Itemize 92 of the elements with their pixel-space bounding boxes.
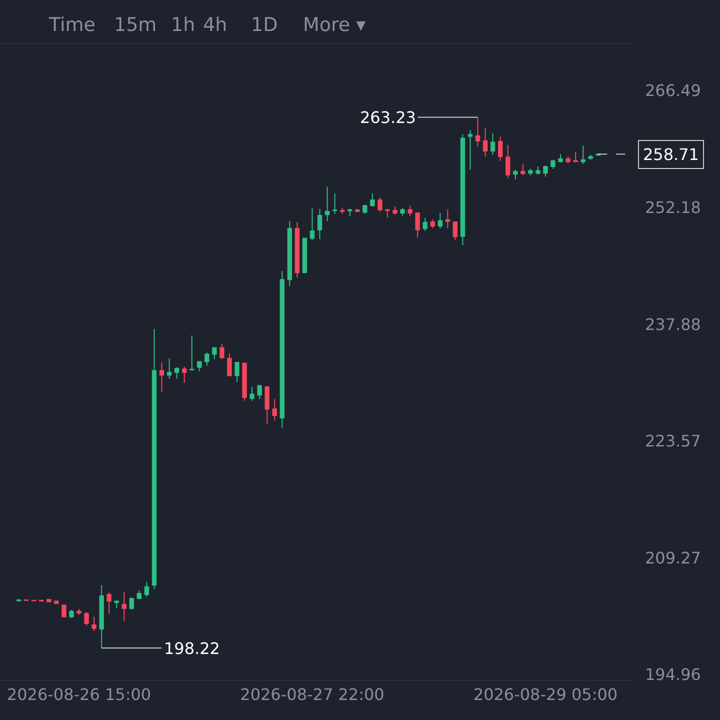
candlestick <box>114 600 119 609</box>
candlestick <box>136 590 142 600</box>
candlestick <box>242 362 247 402</box>
candlestick <box>257 384 262 400</box>
candlestick <box>220 344 224 360</box>
candlestick <box>580 145 586 165</box>
candlestick <box>317 208 322 240</box>
candlestick <box>468 129 473 170</box>
y-tick-label: 252.18 <box>645 198 701 218</box>
candlestick <box>294 221 300 278</box>
candlestick <box>438 212 442 230</box>
candlestick <box>166 358 172 380</box>
candlestick <box>46 598 52 603</box>
annotation: 263.23 <box>360 108 416 127</box>
candlestick <box>460 134 466 246</box>
candlestick <box>272 398 277 421</box>
candlestick <box>588 154 593 160</box>
candlestick <box>92 616 96 632</box>
candlestick <box>250 386 254 402</box>
candlestick <box>234 362 240 382</box>
candlestick <box>362 204 368 214</box>
y-tick-label: 209.27 <box>645 548 701 568</box>
x-tick-label: 2026-08-27 22:00 <box>240 685 384 704</box>
candlestick <box>84 612 89 626</box>
candlestick <box>302 238 308 274</box>
candlestick <box>99 584 104 648</box>
candlestick <box>197 361 202 372</box>
ref-line-label: 258.71 <box>643 145 699 164</box>
candlestick <box>129 597 134 610</box>
text: More ▾ <box>303 14 366 36</box>
candlestick <box>324 186 330 222</box>
candlestick <box>536 166 540 176</box>
candlestick <box>144 582 150 598</box>
candlestick <box>482 127 488 158</box>
candlestick <box>400 208 405 216</box>
candlestick <box>332 192 338 214</box>
candlestick <box>287 220 292 287</box>
candlestick <box>528 168 533 176</box>
candlestick <box>69 609 74 618</box>
candlestick <box>76 608 82 616</box>
y-tick-label: 223.57 <box>645 432 701 451</box>
candlestick <box>182 366 187 384</box>
candlestick <box>452 221 458 240</box>
candlestick <box>445 209 450 229</box>
candlestick <box>174 366 180 380</box>
candlestick <box>122 591 126 622</box>
candlestick <box>392 206 398 216</box>
candlestick <box>62 604 66 618</box>
candlestick <box>498 136 503 162</box>
candlestick <box>190 334 194 372</box>
x-tick-label: 2026-08-29 05:00 <box>473 685 618 704</box>
candlestick <box>408 205 412 217</box>
candlestick <box>152 328 157 590</box>
candlestick <box>227 352 232 376</box>
candlestick <box>520 164 526 176</box>
y-tick-label: 194.96 <box>645 665 701 684</box>
candlestick <box>54 600 59 604</box>
text: 4h <box>203 14 228 36</box>
text: 1h <box>171 14 196 36</box>
annotation: 198.22 <box>164 639 220 658</box>
text: Time <box>48 14 96 36</box>
candlestick <box>355 208 360 213</box>
candlestick <box>280 270 284 428</box>
candlestick <box>430 219 435 229</box>
candlestick <box>415 212 420 238</box>
candlestick <box>370 192 375 207</box>
candlestick <box>475 116 480 148</box>
candlestick <box>550 159 556 170</box>
candlestick <box>16 598 22 602</box>
candlestick <box>566 156 570 164</box>
y-tick-label: 237.88 <box>645 314 701 334</box>
candlestick <box>264 386 270 424</box>
candlestick <box>106 592 112 614</box>
text: 1D <box>251 14 278 36</box>
candlestick <box>543 165 548 178</box>
candlestick <box>204 352 210 366</box>
candlestick <box>490 132 496 156</box>
x-tick-label: 2026-08-26 15:00 <box>6 685 152 704</box>
candlestick <box>310 208 315 240</box>
candlestick <box>348 208 352 217</box>
candlestick <box>506 144 510 179</box>
candlestick <box>513 169 518 180</box>
candlestick <box>340 208 345 214</box>
candlestick <box>573 152 578 162</box>
candlestick <box>558 154 563 163</box>
candlestick <box>159 362 164 392</box>
candlestick <box>212 347 217 360</box>
candlestick <box>378 196 382 212</box>
y-tick-label: 266.49 <box>645 81 701 100</box>
text: 15m <box>114 14 157 36</box>
candlestick <box>385 209 390 218</box>
candlestick <box>422 217 428 232</box>
